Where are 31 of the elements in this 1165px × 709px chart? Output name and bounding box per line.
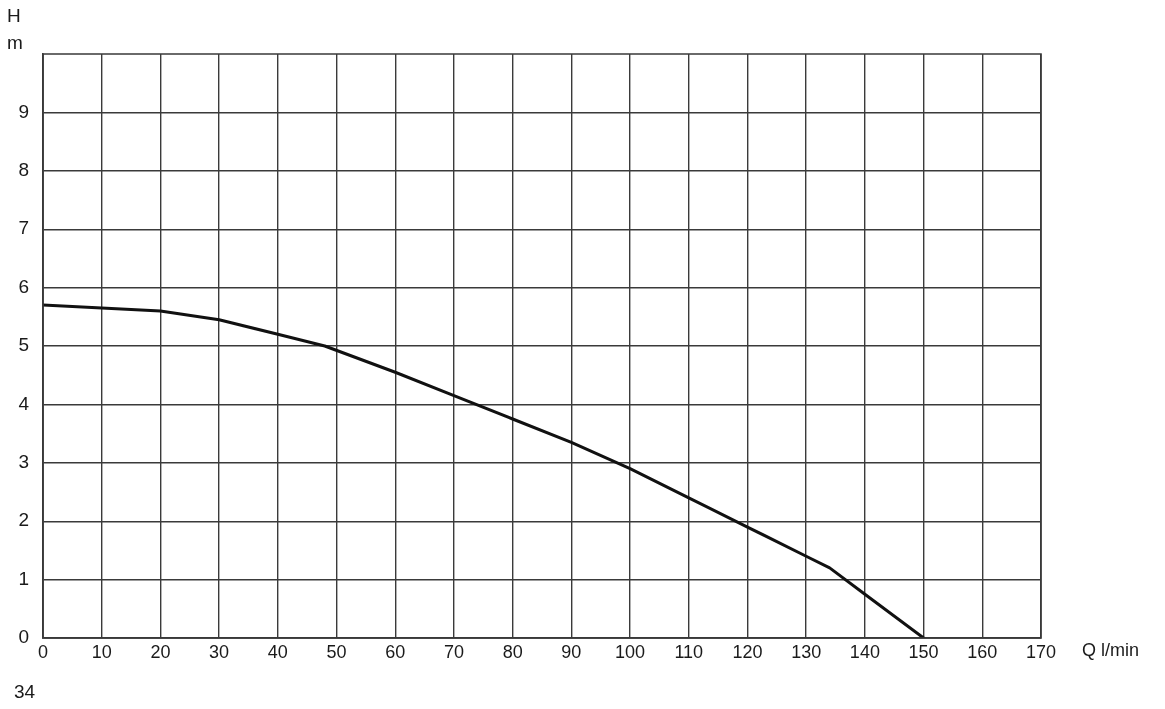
x-tick-label: 60 <box>385 641 406 662</box>
x-axis-title: Q l/min <box>1082 639 1140 660</box>
x-tick-label: 40 <box>267 641 288 662</box>
y-tick-label: 3 <box>18 451 29 473</box>
text: 34 <box>14 681 36 702</box>
x-tick-label: 150 <box>908 641 939 662</box>
x-tick-label: 100 <box>615 641 646 662</box>
y-tick-label: 1 <box>18 567 29 589</box>
x-tick-label: 130 <box>791 641 822 662</box>
x-tick-label: 110 <box>674 641 704 662</box>
x-tick-label: 160 <box>967 641 998 662</box>
y-tick-label: 4 <box>18 392 30 414</box>
y-tick-label: 8 <box>18 159 29 181</box>
y-tick-label: 6 <box>18 275 29 297</box>
x-tick-label: 20 <box>150 641 171 662</box>
x-tick-label: 10 <box>91 641 112 662</box>
x-tick-label: 70 <box>443 641 464 662</box>
x-tick-label: 90 <box>561 641 582 662</box>
x-tick-label: 30 <box>209 641 230 662</box>
y-tick-label: 0 <box>18 626 29 648</box>
y-tick-label: 5 <box>18 334 29 356</box>
x-tick-label: 0 <box>37 641 49 662</box>
y-tick-label: 9 <box>18 100 29 122</box>
x-tick-label: 50 <box>326 641 347 662</box>
x-tick-label: 80 <box>502 641 523 662</box>
y-tick-label: 7 <box>18 217 29 239</box>
x-tick-label: 170 <box>1025 641 1057 662</box>
x-tick-label: 120 <box>732 641 763 662</box>
y-axis-title: H m <box>7 5 23 53</box>
x-tick-label: 140 <box>849 641 880 662</box>
y-tick-label: 2 <box>18 509 29 531</box>
